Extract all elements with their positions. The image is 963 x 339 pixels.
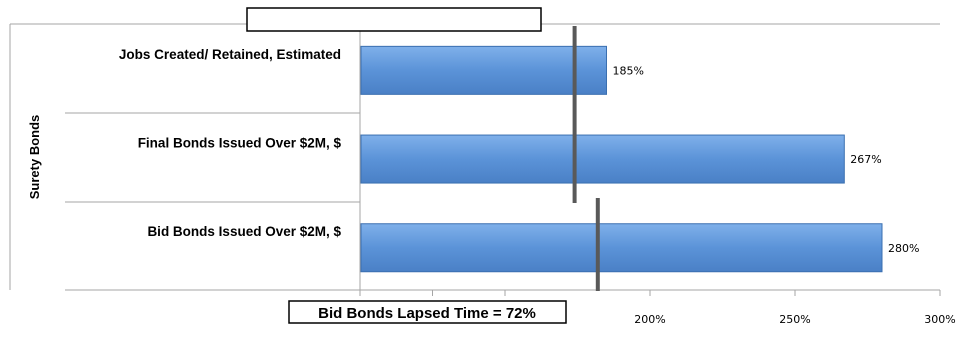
bar [360,45,607,95]
category-label: Bid Bonds Issued Over $2M, $ [147,224,341,239]
data-label: 267% [850,153,881,166]
x-tick-label: 250% [779,313,810,326]
group-label: Surety Bonds [27,115,42,200]
bar [360,223,883,273]
top-callout-box [246,7,542,32]
data-label: 280% [888,242,919,255]
category-label: Final Bonds Issued Over $2M, $ [138,136,342,151]
category-label: Jobs Created/ Retained, Estimated [119,47,341,62]
data-label: 185% [613,64,644,77]
bottom-callout-box [288,300,567,324]
bottom-callout-text: Bid Bonds Lapsed Time = 72% [318,305,536,322]
bar [360,134,845,184]
x-tick-label: 200% [634,313,665,326]
x-tick-label: 300% [924,313,955,326]
